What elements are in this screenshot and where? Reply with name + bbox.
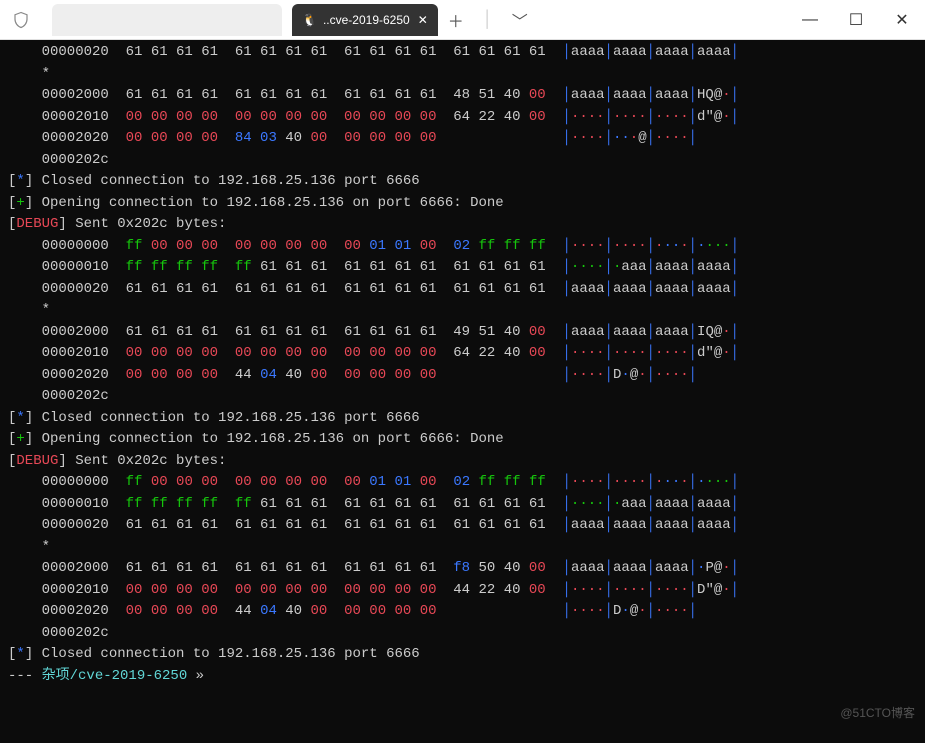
- minimize-button[interactable]: ―: [787, 5, 833, 35]
- new-tab-button[interactable]: ＋: [442, 6, 470, 34]
- tab-label: ..cve-2019-6250: [323, 13, 410, 27]
- maximize-button[interactable]: ☐: [833, 5, 879, 35]
- close-window-button[interactable]: ✕: [879, 5, 925, 35]
- tab-dropdown-button[interactable]: ﹀: [506, 6, 534, 34]
- watermark: @51CTO博客: [840, 704, 915, 721]
- tab-divider: │: [474, 6, 502, 34]
- close-icon[interactable]: ✕: [410, 13, 428, 27]
- tab-active[interactable]: 🐧 ..cve-2019-6250 ✕: [292, 4, 438, 36]
- terminal-output: 00000020 61 61 61 61 61 61 61 61 61 61 6…: [0, 40, 925, 743]
- shield-icon: [10, 9, 32, 31]
- tab-inactive[interactable]: [52, 4, 282, 36]
- penguin-icon: 🐧: [302, 13, 317, 27]
